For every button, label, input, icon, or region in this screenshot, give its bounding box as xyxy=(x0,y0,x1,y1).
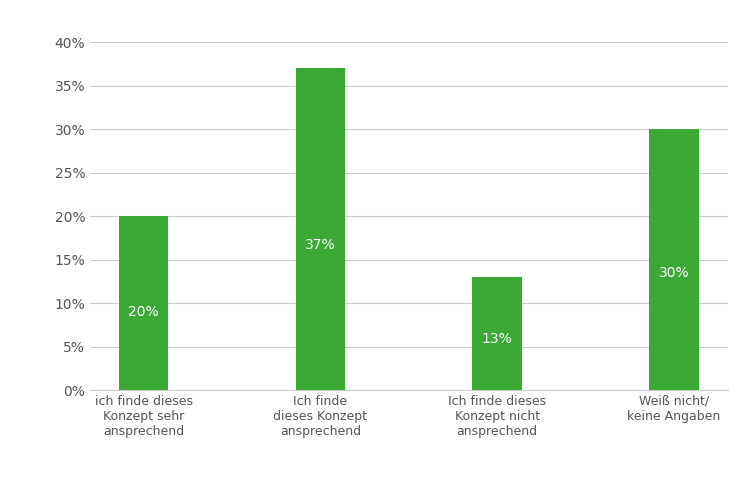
Text: 30%: 30% xyxy=(658,266,689,280)
Bar xyxy=(472,277,522,390)
Bar xyxy=(296,68,345,390)
Text: 20%: 20% xyxy=(128,305,159,319)
Bar xyxy=(649,130,698,390)
Text: 13%: 13% xyxy=(482,332,512,346)
Text: 37%: 37% xyxy=(305,238,336,252)
Bar xyxy=(119,216,169,390)
